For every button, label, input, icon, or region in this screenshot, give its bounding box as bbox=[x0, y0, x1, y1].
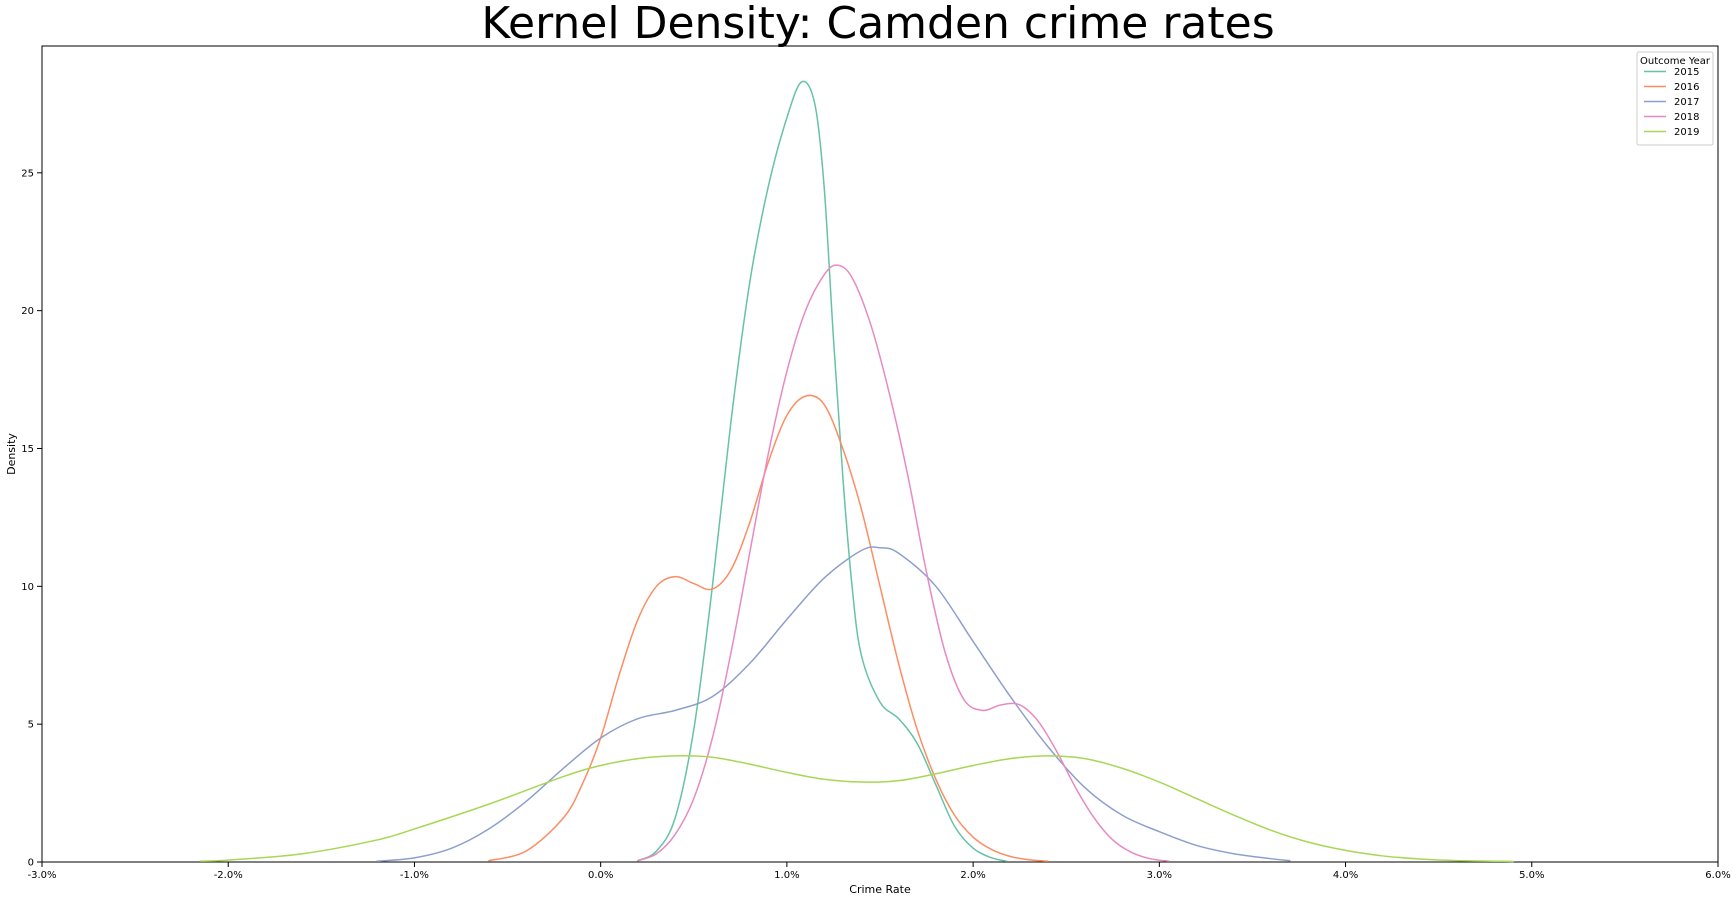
series-line-2018 bbox=[637, 264, 1170, 862]
legend-label-2019: 2019 bbox=[1674, 127, 1699, 138]
x-tick-label: 1.0% bbox=[774, 870, 799, 881]
x-axis-label: Crime Rate bbox=[849, 883, 911, 896]
x-tick-label: 5.0% bbox=[1519, 870, 1544, 881]
x-tick-label: -1.0% bbox=[400, 870, 429, 881]
legend: Outcome Year 2015 2016 2017 2018 2019 bbox=[1636, 51, 1714, 146]
legend-label-2016: 2016 bbox=[1674, 82, 1699, 93]
chart-title: Kernel Density: Camden crime rates bbox=[481, 0, 1274, 49]
series-line-2017 bbox=[376, 546, 1291, 862]
y-tick-label: 5 bbox=[28, 720, 34, 731]
legend-items: 2015 2016 2017 2018 2019 bbox=[1644, 67, 1699, 138]
x-tick-label: 2.0% bbox=[960, 870, 985, 881]
series-line-2015 bbox=[637, 80, 1008, 862]
y-tick-label: 0 bbox=[28, 858, 34, 869]
y-tick-label: 15 bbox=[21, 444, 34, 455]
plot-area bbox=[41, 45, 1719, 863]
x-tick-label: 4.0% bbox=[1333, 870, 1358, 881]
x-axis: -3.0% -2.0% -1.0% 0.0% 1.0% 2.0% 3.0% 4.0% 5.0% 6… bbox=[27, 862, 1731, 881]
legend-label-2018: 2018 bbox=[1674, 112, 1699, 123]
y-tick-label: 25 bbox=[21, 168, 34, 179]
series-line-2016 bbox=[488, 394, 1049, 862]
plot-frame bbox=[41, 45, 1719, 863]
x-tick-label: 6.0% bbox=[1705, 870, 1730, 881]
y-tick-label: 10 bbox=[21, 582, 34, 593]
y-axis: 0 5 10 15 20 25 bbox=[21, 168, 42, 869]
legend-label-2015: 2015 bbox=[1674, 67, 1699, 78]
x-tick-label: 3.0% bbox=[1147, 870, 1172, 881]
series-line-2019 bbox=[199, 755, 1514, 863]
x-tick-label: -3.0% bbox=[27, 870, 56, 881]
y-tick-label: 20 bbox=[21, 306, 34, 317]
legend-label-2017: 2017 bbox=[1674, 97, 1699, 108]
y-axis-label: Density bbox=[5, 433, 18, 475]
x-tick-label: -2.0% bbox=[214, 870, 243, 881]
legend-box bbox=[1636, 51, 1714, 146]
legend-title: Outcome Year bbox=[1640, 56, 1711, 67]
x-tick-label: 0.0% bbox=[588, 870, 613, 881]
series-lines bbox=[199, 80, 1514, 863]
